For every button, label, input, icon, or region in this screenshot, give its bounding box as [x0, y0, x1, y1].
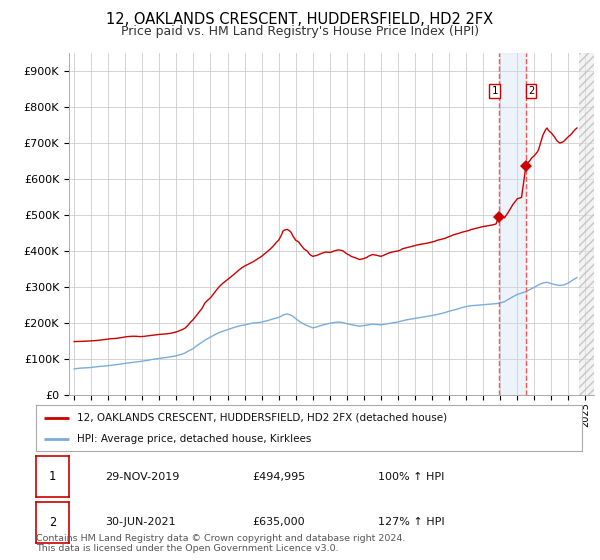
Text: £494,995: £494,995 — [252, 472, 305, 482]
Text: 2: 2 — [528, 86, 534, 96]
Text: 1: 1 — [491, 86, 498, 96]
Text: 30-JUN-2021: 30-JUN-2021 — [105, 517, 176, 527]
Text: 29-NOV-2019: 29-NOV-2019 — [105, 472, 179, 482]
Text: 12, OAKLANDS CRESCENT, HUDDERSFIELD, HD2 2FX: 12, OAKLANDS CRESCENT, HUDDERSFIELD, HD2… — [106, 12, 494, 27]
Bar — [578, 53, 594, 395]
Bar — [499, 53, 526, 395]
Text: 1: 1 — [49, 470, 56, 483]
Text: 100% ↑ HPI: 100% ↑ HPI — [378, 472, 445, 482]
Text: 2: 2 — [49, 516, 56, 529]
Text: 127% ↑ HPI: 127% ↑ HPI — [378, 517, 445, 527]
Bar — [578, 53, 594, 395]
Text: Price paid vs. HM Land Registry's House Price Index (HPI): Price paid vs. HM Land Registry's House … — [121, 25, 479, 38]
Text: Contains HM Land Registry data © Crown copyright and database right 2024.
This d: Contains HM Land Registry data © Crown c… — [36, 534, 406, 553]
Text: £635,000: £635,000 — [252, 517, 305, 527]
Text: 12, OAKLANDS CRESCENT, HUDDERSFIELD, HD2 2FX (detached house): 12, OAKLANDS CRESCENT, HUDDERSFIELD, HD2… — [77, 413, 447, 423]
Text: HPI: Average price, detached house, Kirklees: HPI: Average price, detached house, Kirk… — [77, 435, 311, 444]
